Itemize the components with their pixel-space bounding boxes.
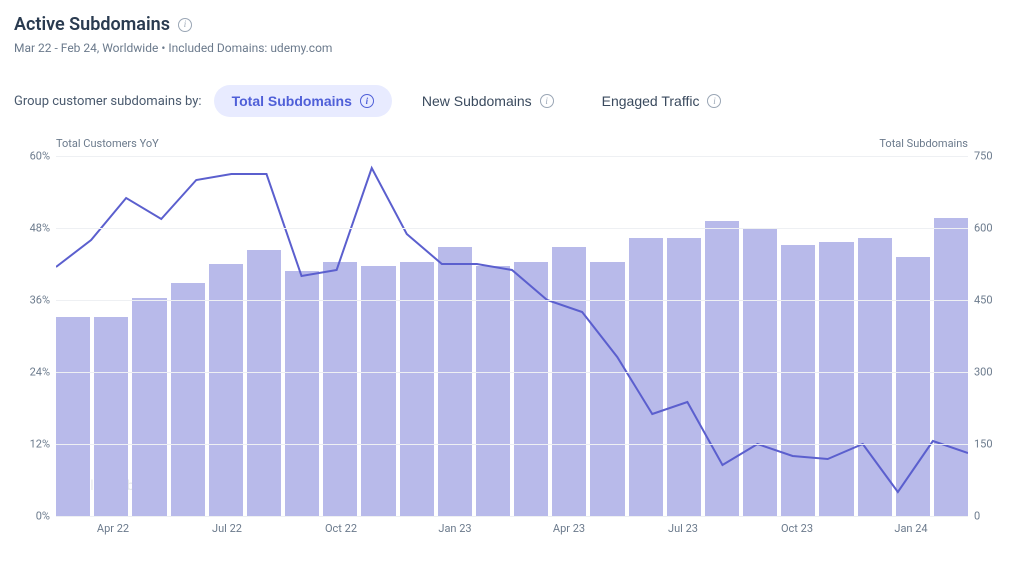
- bar: [667, 238, 701, 516]
- info-icon[interactable]: i: [178, 18, 192, 32]
- filter-label: Group customer subdomains by:: [14, 94, 202, 109]
- grid-line: [56, 516, 968, 517]
- bar: [896, 257, 930, 516]
- info-icon: i: [707, 94, 721, 108]
- y-right-label: 0: [974, 510, 1010, 523]
- filter-option-label: Total Subdomains: [232, 93, 352, 109]
- right-axis-title: Total Subdomains: [879, 137, 968, 150]
- bar: [476, 266, 510, 516]
- y-right-label: 600: [974, 222, 1010, 235]
- filter-total-subdomains[interactable]: Total Subdomains i: [214, 85, 392, 117]
- bar: [285, 271, 319, 516]
- x-label: Jul 23: [668, 522, 698, 535]
- filter-row: Group customer subdomains by: Total Subd…: [10, 85, 1014, 117]
- page-title: Active Subdomains: [14, 14, 170, 35]
- grid-line: [56, 444, 968, 445]
- info-icon: i: [540, 94, 554, 108]
- x-axis: Apr 22 Jul 22 Oct 22 Jan 23 Apr 23 Jul 23 Oct …: [56, 522, 968, 546]
- x-label: Jan 23: [438, 522, 471, 535]
- bar: [171, 283, 205, 516]
- bar: [209, 264, 243, 516]
- x-label: Oct 23: [781, 522, 813, 535]
- filter-option-label: Engaged Traffic: [602, 93, 700, 109]
- bar: [56, 317, 90, 516]
- y-left-label: 48%: [14, 222, 50, 235]
- x-label: Apr 23: [553, 522, 585, 535]
- x-label: Jul 22: [212, 522, 242, 535]
- bar: [552, 247, 586, 516]
- filter-engaged-traffic[interactable]: Engaged Traffic i: [584, 85, 740, 117]
- bar: [94, 317, 128, 516]
- bar-series: [56, 156, 968, 516]
- bar: [361, 266, 395, 516]
- y-left-label: 36%: [14, 294, 50, 307]
- y-left-label: 12%: [14, 438, 50, 451]
- left-axis-title: Total Customers YoY: [56, 137, 159, 150]
- y-left-label: 24%: [14, 366, 50, 379]
- bar: [934, 218, 968, 516]
- y-right-label: 750: [974, 150, 1010, 163]
- y-left-label: 0%: [14, 510, 50, 523]
- bar: [438, 247, 472, 516]
- bar: [247, 250, 281, 516]
- y-right-label: 450: [974, 294, 1010, 307]
- x-label: Oct 22: [325, 522, 357, 535]
- info-icon: i: [360, 94, 374, 108]
- bar: [132, 298, 166, 516]
- grid-line: [56, 156, 968, 157]
- chart-plot-area: similarweb 0%12%24%36%48%60%015030045060…: [56, 156, 968, 516]
- filter-option-label: New Subdomains: [422, 93, 532, 109]
- bar: [858, 238, 892, 516]
- bar: [705, 221, 739, 516]
- grid-line: [56, 228, 968, 229]
- chart-container: Total Customers YoY Total Subdomains sim…: [10, 137, 1014, 546]
- grid-line: [56, 300, 968, 301]
- x-label: Apr 22: [97, 522, 129, 535]
- bar: [781, 245, 815, 516]
- title-row: Active Subdomains i: [14, 14, 1010, 35]
- y-left-label: 60%: [14, 150, 50, 163]
- y-right-label: 300: [974, 366, 1010, 379]
- x-label: Jan 24: [894, 522, 927, 535]
- grid-line: [56, 372, 968, 373]
- y-right-label: 150: [974, 438, 1010, 451]
- subtitle: Mar 22 - Feb 24, Worldwide • Included Do…: [14, 41, 1010, 55]
- bar: [819, 242, 853, 516]
- filter-new-subdomains[interactable]: New Subdomains i: [404, 85, 572, 117]
- bar: [629, 238, 663, 516]
